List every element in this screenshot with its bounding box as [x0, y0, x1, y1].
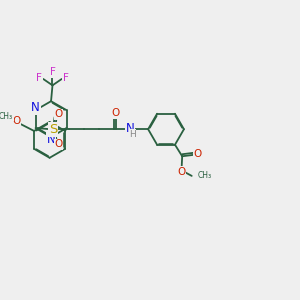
Text: CH₃: CH₃: [0, 112, 13, 121]
Text: S: S: [49, 123, 58, 136]
Text: O: O: [55, 109, 63, 119]
Text: H: H: [129, 130, 136, 139]
Text: CH₃: CH₃: [197, 171, 212, 180]
Text: F: F: [36, 73, 42, 83]
Text: F: F: [50, 67, 56, 77]
Text: O: O: [177, 167, 185, 177]
Text: N: N: [47, 133, 56, 146]
Text: N: N: [126, 122, 135, 135]
Text: O: O: [112, 108, 120, 118]
Text: O: O: [55, 139, 63, 149]
Text: N: N: [31, 101, 40, 114]
Text: F: F: [63, 73, 69, 83]
Text: O: O: [194, 149, 202, 159]
Text: O: O: [12, 116, 20, 126]
